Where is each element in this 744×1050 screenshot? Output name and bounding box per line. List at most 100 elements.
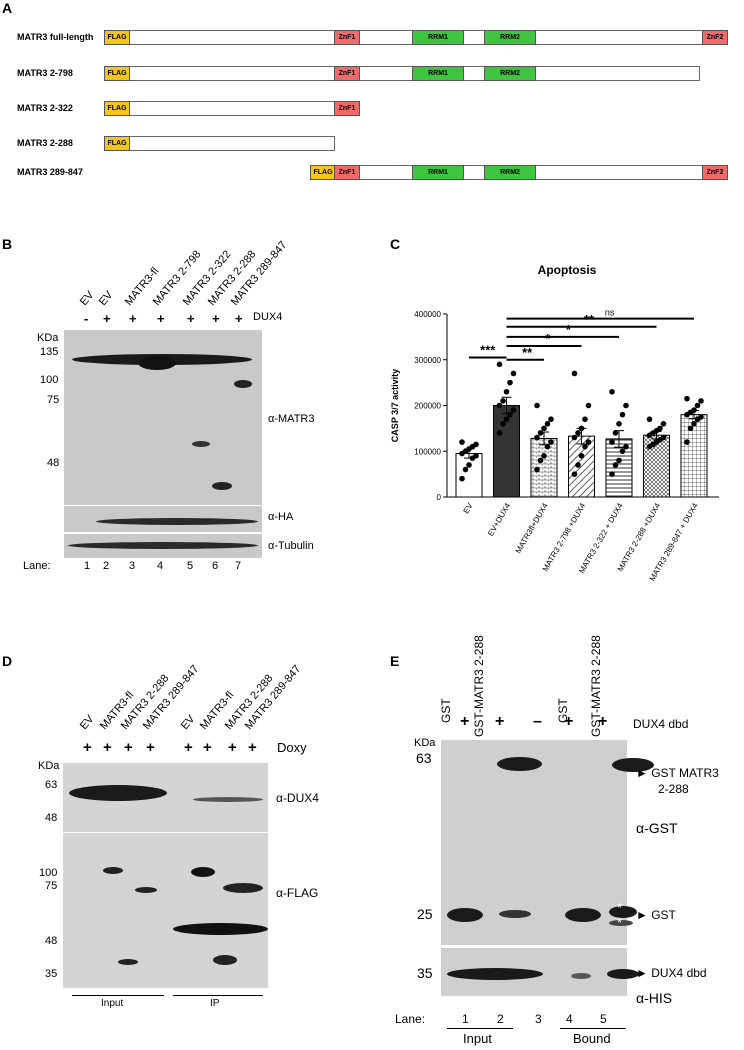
data-point (684, 439, 690, 445)
asterisk-1: * (617, 900, 623, 915)
doxy-sign: + (146, 739, 155, 756)
marker-135: 135 (40, 346, 59, 358)
lane-header: EV (77, 289, 97, 308)
construct-bar (104, 66, 700, 81)
panel-a-label: A (2, 0, 13, 16)
panel-b-label: B (2, 236, 13, 252)
arrow-gst: ► GST (636, 908, 676, 922)
lane-number: 2 (103, 560, 110, 572)
blot-dux4 (63, 763, 268, 832)
dbd-sign: + (460, 713, 470, 730)
data-point (473, 453, 479, 459)
data-point (585, 402, 592, 409)
domain-znf1: ZnF1 (334, 30, 360, 45)
antibody-gst: α-GST (636, 820, 678, 836)
blot-tubulin (64, 534, 262, 558)
lane-header: EV (178, 713, 198, 732)
data-point (623, 443, 629, 450)
dux4-label: DUX4 (253, 311, 283, 323)
panel-d-label: D (2, 653, 13, 669)
data-point (541, 425, 547, 432)
marker-48: 48 (47, 457, 60, 469)
blot-matr3 (64, 330, 262, 505)
antibody-flag: α-FLAG (276, 886, 319, 900)
bar-6 (680, 414, 708, 498)
domain-rrm2: RRM2 (484, 66, 536, 81)
data-point (694, 402, 701, 409)
doxy-sign: + (203, 739, 212, 756)
dux4-sign: + (157, 311, 165, 326)
marker-100: 100 (40, 374, 59, 386)
antibody-dux4: α-DUX4 (276, 791, 319, 805)
construct-name: MATR3 289-847 (17, 167, 83, 177)
domain-rrm1: RRM1 (412, 30, 464, 45)
doxy-sign: + (103, 739, 112, 756)
data-point (496, 402, 503, 409)
data-point (510, 407, 517, 413)
doxy-sign: + (248, 739, 257, 756)
data-point (575, 430, 581, 436)
data-point (459, 439, 465, 445)
data-point (534, 466, 540, 473)
data-point (548, 416, 554, 423)
dbd-sign: – (533, 713, 542, 730)
data-point (616, 457, 622, 464)
data-point (537, 457, 544, 464)
domain-znf2: ZnF2 (702, 30, 728, 45)
significance-label: * (545, 331, 551, 346)
dbd-sign: + (564, 713, 574, 730)
data-point (657, 425, 663, 432)
domain-znf1: ZnF1 (334, 101, 360, 116)
label-2-288: 2-288 (658, 782, 689, 796)
dux4-sign: + (103, 311, 111, 326)
arrow-gstmatr3: ► GST MATR3 (636, 766, 719, 780)
doxy-sign: + (184, 739, 193, 756)
data-point (507, 411, 513, 418)
group-input-e: Input (463, 1031, 492, 1046)
dbd-label: DUX4 dbd (633, 717, 689, 731)
data-point (544, 421, 551, 427)
data-point (687, 425, 694, 432)
lane-number: 6 (212, 560, 219, 572)
blot-ha (64, 506, 262, 532)
significance-label: *** (480, 342, 496, 357)
doxy-sign: + (124, 739, 133, 756)
group-bound-e: Bound (573, 1031, 611, 1046)
data-point (612, 430, 619, 436)
blot-his (441, 948, 639, 996)
marker-35-e: 35 (417, 965, 433, 981)
data-point (462, 466, 469, 473)
y-tick-label: 100000 (414, 447, 441, 456)
lane-number: 5 (600, 1012, 607, 1026)
antibody-his: α-HIS (636, 990, 673, 1006)
lane-gst-1: GST (439, 698, 453, 723)
data-point (466, 462, 472, 468)
antibody-tubulin: α-Tubulin (268, 540, 314, 552)
data-point (503, 416, 510, 423)
kda-label: KDa (37, 332, 59, 344)
domain-znf1: ZnF1 (334, 165, 360, 180)
data-point (646, 416, 653, 423)
data-point (609, 471, 615, 477)
data-point (544, 443, 551, 450)
construct-bar (104, 136, 335, 151)
lane-gstmatr3-2: GST-MATR3 2-288 (472, 635, 486, 737)
data-point (609, 388, 615, 395)
panel-c-label: C (390, 236, 401, 252)
domain-rrm2: RRM2 (484, 30, 536, 45)
y-tick-label: 400000 (414, 310, 441, 319)
data-point (684, 395, 690, 402)
lane-number: 1 (84, 560, 91, 572)
data-point (612, 462, 619, 468)
bar-0 (455, 453, 483, 498)
construct-name: MATR3 2-322 (17, 103, 73, 113)
data-point (548, 439, 554, 445)
y-tick-label: 0 (437, 493, 442, 502)
marker-48-top: 48 (45, 812, 58, 824)
data-point (496, 361, 503, 368)
dux4-sign: - (84, 311, 89, 326)
domain-flag: FLAG (104, 66, 130, 81)
data-point (459, 475, 465, 482)
significance-label: * (566, 322, 572, 337)
bar-3 (568, 435, 595, 498)
